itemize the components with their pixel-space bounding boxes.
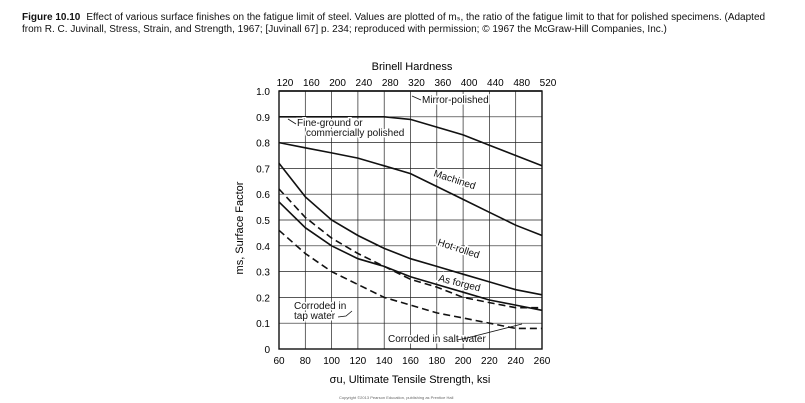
curve-annotation: Mirror-polished [422,95,489,106]
annotation-leader-line [337,310,353,318]
brinell-tick-label: 240 [356,78,373,89]
brinell-tick-label: 280 [382,78,399,89]
curve-annotation: Hot-rolled [436,237,481,261]
series-lines [278,90,543,330]
curve-annotation: Machined [432,168,477,192]
y-tick-label: 0.9 [256,113,270,124]
curve-annotation: commercially polished [306,128,404,139]
x-tick-label: 100 [323,356,340,367]
series-line-hot-rolled [278,162,543,296]
y-tick-label: 0.1 [256,319,270,330]
y-tick-label: 0.4 [256,242,270,253]
grid [279,91,542,349]
y-tick-label: 0 [264,345,270,356]
brinell-tick-label: 480 [513,78,530,89]
y-tick-label: 0.6 [256,190,270,201]
annotation-leader-line [411,95,422,101]
chart-title: Brinell Hardness [372,61,453,73]
series-line-fine-ground-or-commercially-polished [279,116,543,167]
x-tick-label: 140 [376,356,393,367]
x-tick-label: 180 [428,356,445,367]
y-tick-label: 0.7 [256,164,270,175]
y-tick-label: 0.2 [256,293,270,304]
series-line-corroded-in-tap-water [278,188,542,309]
y-tick-label: 0.5 [256,216,270,227]
copyright-notice: Copyright ©2013 Pearson Education, publi… [339,395,454,400]
x-tick-label: 60 [273,356,285,367]
tick-labels: 60 80 100 120 140 160 180 200 220 240 260 0 0.1 0.2 0.… [256,78,557,367]
figure-number: Figure 10.10 [22,12,81,23]
brinell-tick-label: 120 [277,78,294,89]
brinell-tick-label: 440 [487,78,504,89]
annotation-leader-line [287,118,297,125]
y-tick-label: 0.3 [256,268,270,279]
y-axis-label: ms, Surface Factor [234,181,246,274]
x-tick-label: 160 [402,356,419,367]
series-line-as-forged [278,201,543,312]
x-tick-label: 200 [455,356,472,367]
brinell-tick-label: 200 [329,78,346,89]
brinell-tick-label: 160 [303,78,320,89]
curve-annotation: Corroded in salt water [388,334,486,345]
curve-annotation: Corroded in [294,301,346,312]
x-tick-label: 220 [481,356,498,367]
x-tick-label: 240 [507,356,524,367]
x-tick-label: 260 [534,356,551,367]
y-tick-label: 1.0 [256,87,270,98]
series-line-corroded-in-salt-water [278,229,542,330]
series-line-machined [278,141,543,237]
brinell-tick-label: 320 [408,78,425,89]
curve-annotation: tap water [294,311,336,322]
caption-text: Effect of various surface finishes on th… [22,12,768,35]
brinell-tick-label: 520 [540,78,557,89]
annotation-leader-line [456,323,523,341]
brinell-tick-label: 360 [434,78,451,89]
x-axis-label: σu, Ultimate Tensile Strength, ksi [330,374,491,386]
y-tick-label: 0.8 [256,139,270,150]
curve-annotation: Fine-ground or [297,118,363,129]
brinell-tick-label: 400 [461,78,478,89]
x-tick-label: 80 [300,356,312,367]
plot-frame [278,90,543,350]
figure-caption: Figure 10.10 Effect of various surface fi… [22,12,782,36]
x-tick-label: 120 [350,356,367,367]
